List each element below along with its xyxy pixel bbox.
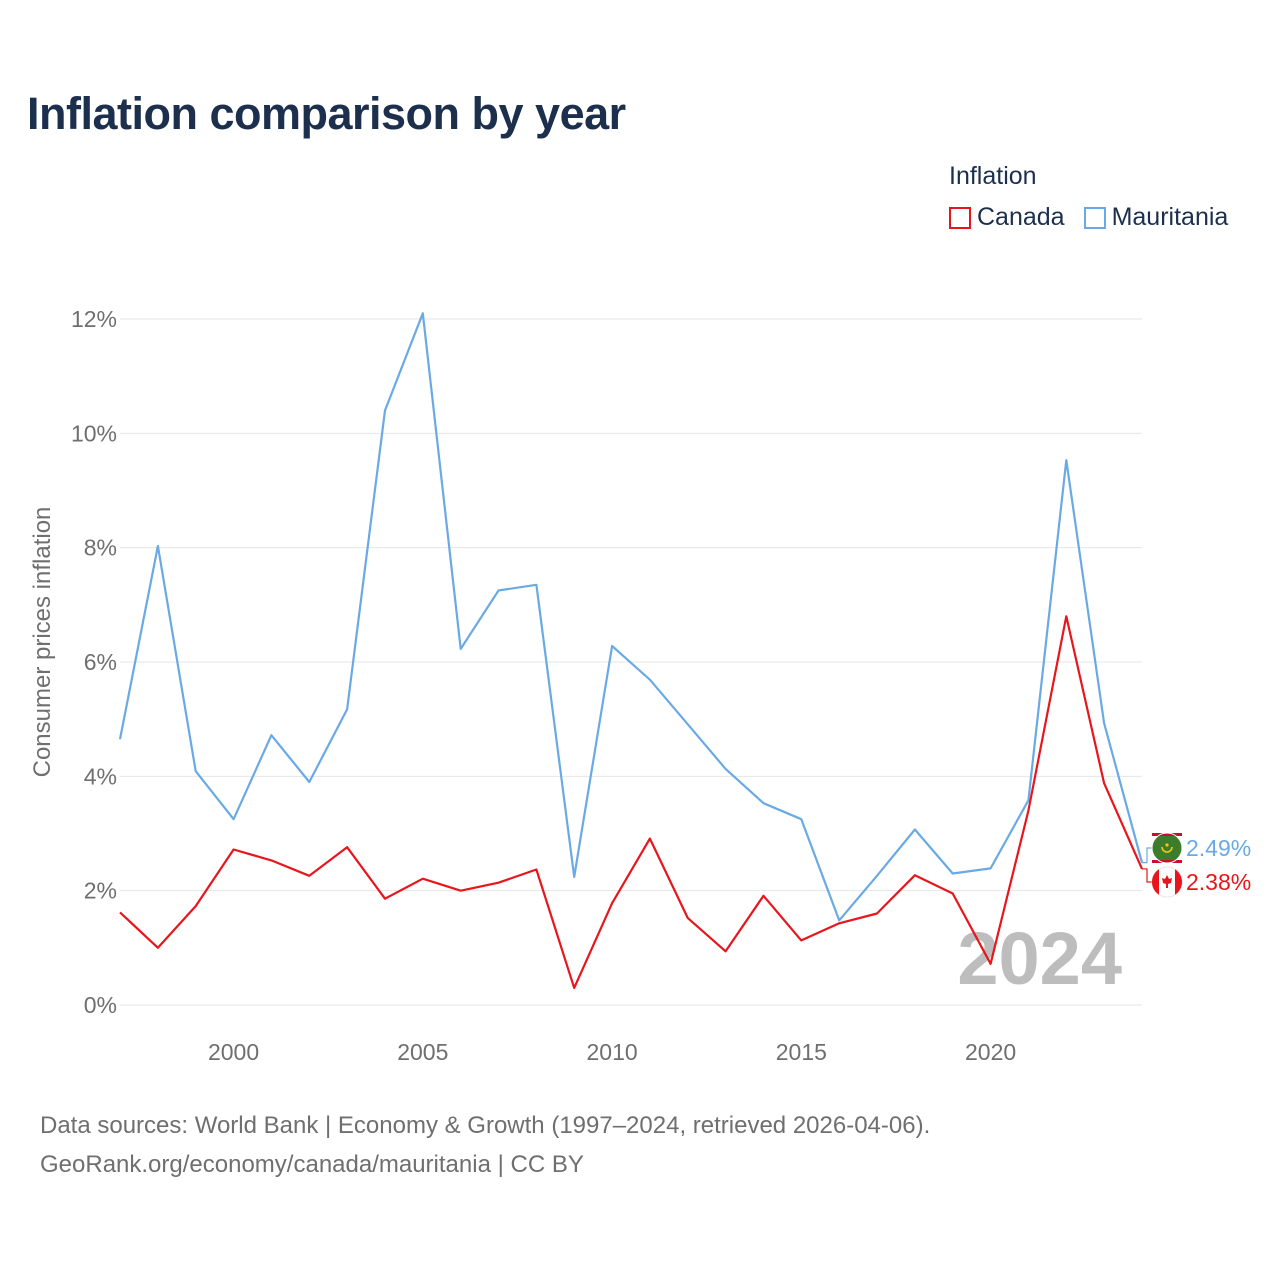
legend-swatch-canada xyxy=(949,206,971,229)
x-tick-label: 2010 xyxy=(586,1039,637,1065)
series-line-canada[interactable] xyxy=(119,615,1144,990)
y-tick-label: 12% xyxy=(71,306,117,332)
end-label-connector xyxy=(1142,847,1154,864)
end-value-label-mauritania: 2.49% xyxy=(1186,835,1251,861)
chart-title: Inflation comparison by year xyxy=(27,88,626,139)
y-tick-label: 10% xyxy=(71,420,117,446)
footer-source: Data sources: World Bank | Economy & Gro… xyxy=(40,1112,931,1139)
y-axis-label: Consumer prices inflation xyxy=(29,507,56,778)
end-label-connector xyxy=(1142,868,1154,883)
x-tick-label: 2005 xyxy=(397,1039,448,1065)
end-labels: 2.49% 2.38% xyxy=(1142,832,1251,898)
mauritania-flag-icon xyxy=(1151,832,1183,864)
x-axis: 2000 2005 2010 2015 2020 xyxy=(208,1039,1016,1065)
chart-gridlines xyxy=(120,318,1142,1006)
y-tick-label: 0% xyxy=(84,992,117,1018)
year-watermark: 2024 xyxy=(957,917,1122,1000)
y-tick-label: 6% xyxy=(84,649,117,675)
legend-title: Inflation xyxy=(949,162,1037,190)
end-value-label-canada: 2.38% xyxy=(1186,869,1251,895)
legend-swatch-mauritania xyxy=(1083,206,1106,229)
legend: Inflation Canada Mauritania xyxy=(949,162,1228,232)
footer: Data sources: World Bank | Economy & Gro… xyxy=(40,1106,930,1184)
y-tick-label: 2% xyxy=(84,878,117,904)
y-tick-label: 4% xyxy=(84,763,117,789)
x-tick-label: 2020 xyxy=(965,1039,1016,1065)
y-axis: 0% 2% 4% 6% 8% 10% 12% xyxy=(71,306,117,1018)
series-layer xyxy=(118,312,1144,990)
x-tick-label: 2000 xyxy=(208,1039,259,1065)
series-line-mauritania[interactable] xyxy=(118,312,1144,922)
y-tick-label: 8% xyxy=(84,535,117,561)
legend-item-mauritania[interactable]: Mauritania xyxy=(1083,203,1229,232)
footer-link[interactable]: GeoRank.org/economy/canada/mauritania | … xyxy=(40,1151,584,1178)
legend-item-canada[interactable]: Canada xyxy=(949,203,1065,232)
legend-label-mauritania: Mauritania xyxy=(1111,203,1229,231)
canada-flag-icon xyxy=(1151,866,1183,898)
legend-label-canada: Canada xyxy=(977,203,1065,231)
x-tick-label: 2015 xyxy=(776,1039,827,1065)
